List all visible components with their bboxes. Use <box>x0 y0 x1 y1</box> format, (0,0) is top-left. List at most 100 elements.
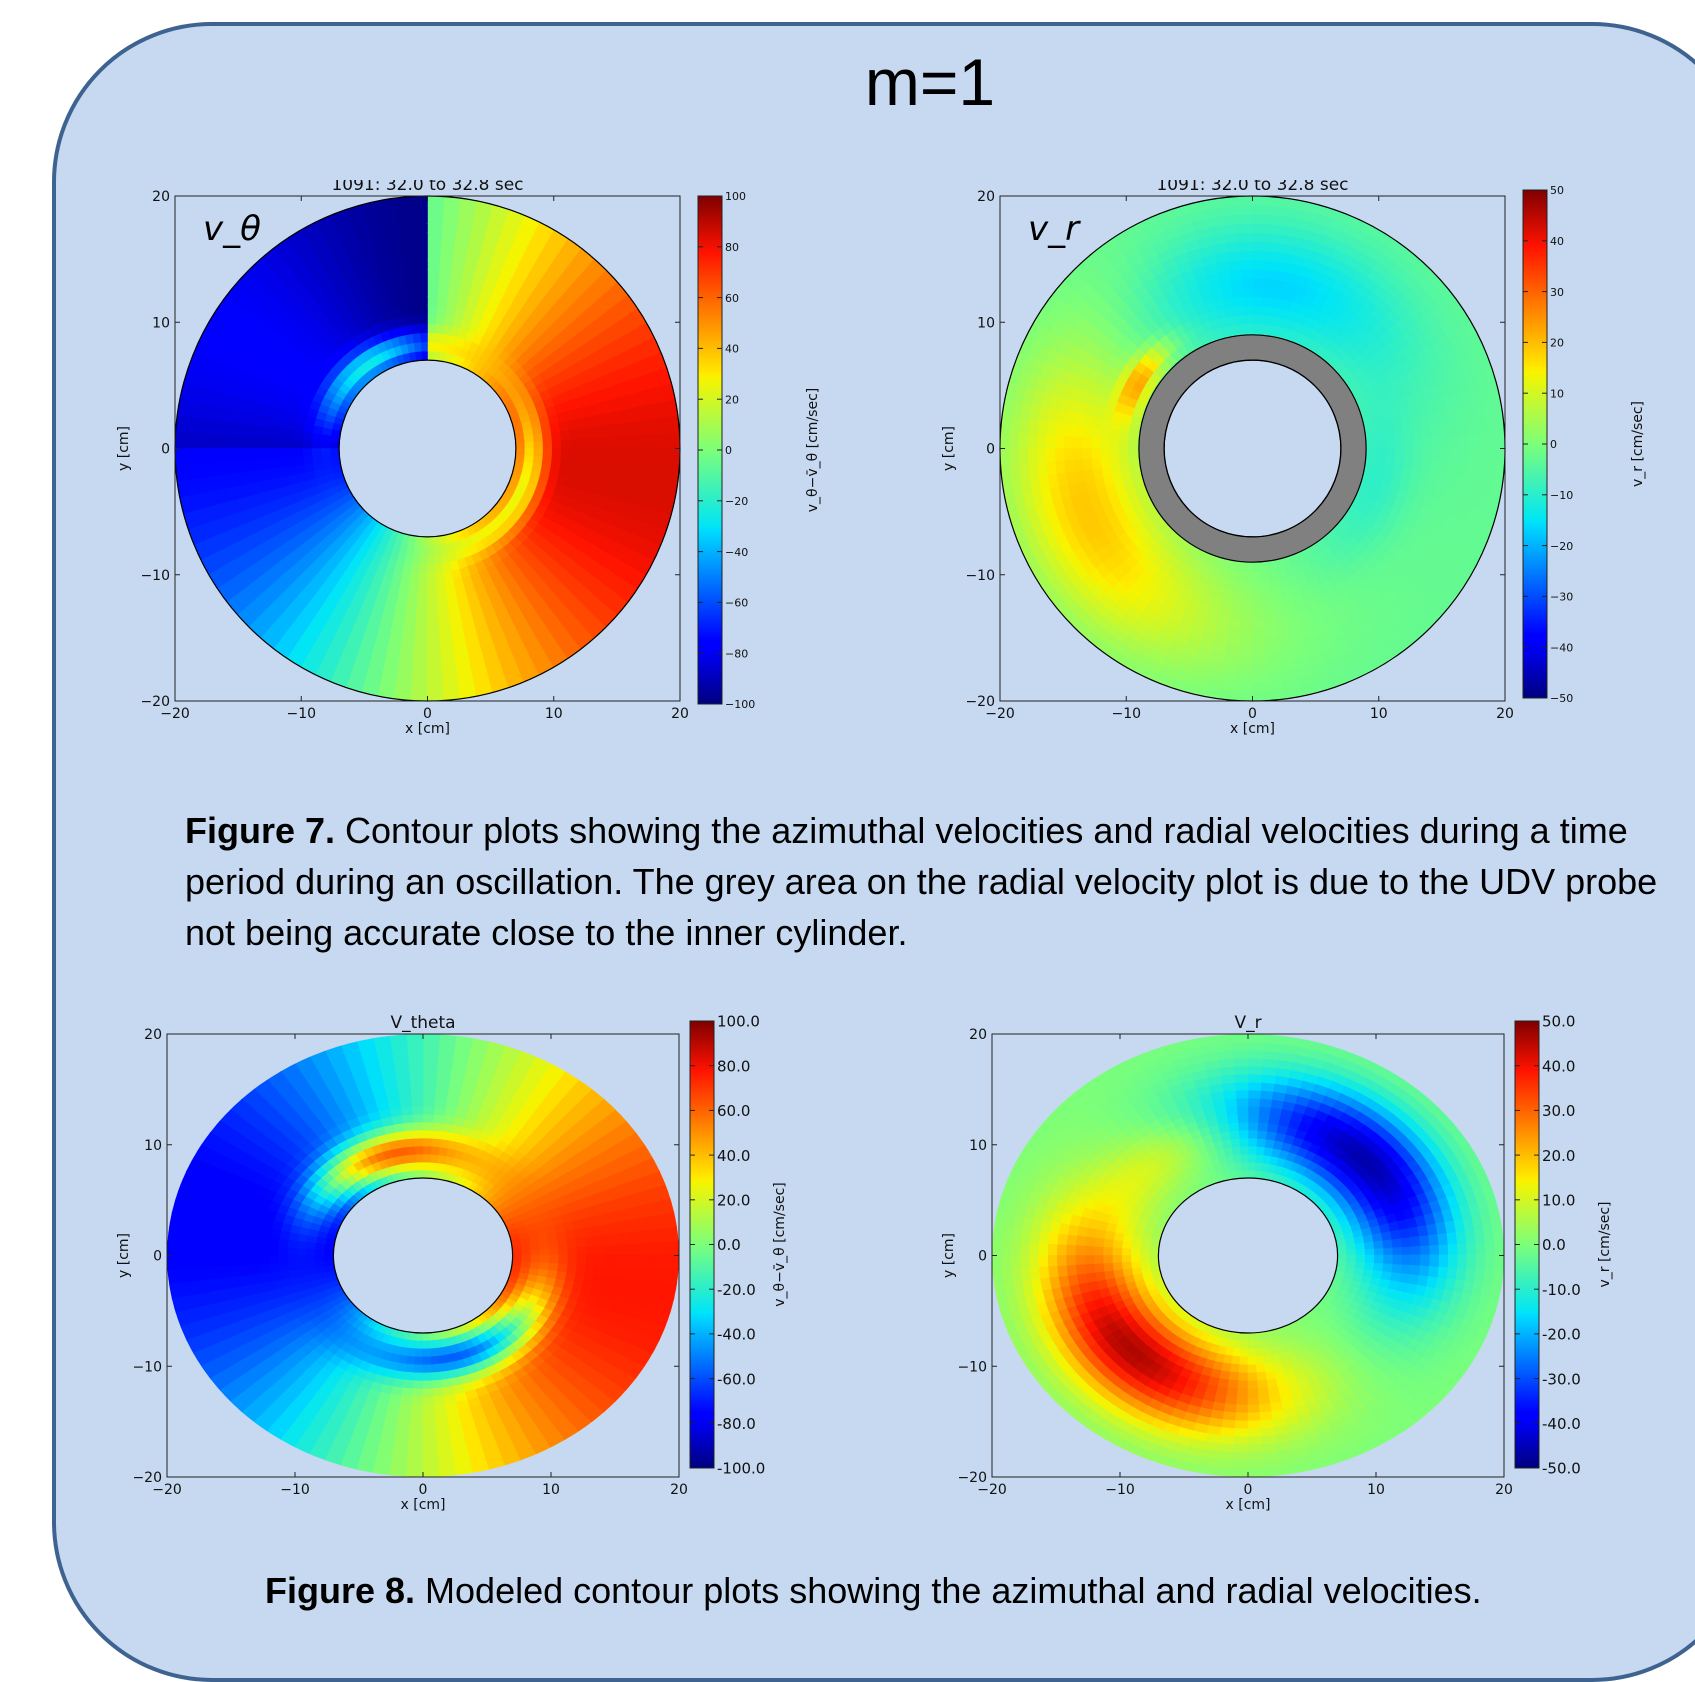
panel-annotation: v_r <box>1028 209 1081 249</box>
figure8-caption-text: Modeled contour plots showing the azimut… <box>415 1570 1482 1611</box>
figure7-caption-label: Figure 7. <box>185 810 335 851</box>
x-tick-label: 20 <box>670 1482 688 1498</box>
y-tick-label: 20 <box>977 189 995 205</box>
y-tick-label: 0 <box>153 1249 162 1265</box>
x-axis-label: x [cm] <box>401 1497 446 1513</box>
x-tick-label: 10 <box>1370 706 1388 722</box>
colorbar-tick-label: -50.0 <box>1542 1460 1581 1478</box>
colorbar-label: v_r [cm/sec] <box>1597 1201 1613 1287</box>
colorbar-tick-label: -40.0 <box>717 1326 756 1344</box>
colorbar-tick-label: 0 <box>1550 438 1557 451</box>
colorbar-tick-label: −50 <box>1550 692 1573 705</box>
colorbar-tick-label: 40 <box>1550 235 1564 248</box>
colorbar-label: v_r [cm/sec] <box>1630 401 1646 487</box>
colorbar-tick-label: 50 <box>1550 184 1564 197</box>
colorbar-tick-label: 40 <box>725 343 739 356</box>
figure7-caption: Figure 7. Contour plots showing the azim… <box>185 805 1675 958</box>
y-axis-label: y [cm] <box>116 1233 132 1278</box>
y-axis-label: y [cm] <box>941 426 957 471</box>
chart-title: 1091: 32.0 to 32.8 sec <box>331 180 523 195</box>
colorbar-tick-label: -40.0 <box>1542 1415 1581 1433</box>
colorbar-tick-label: 10 <box>1550 387 1564 400</box>
figure7-caption-text: Contour plots showing the azimuthal velo… <box>185 810 1657 953</box>
colorbar-tick-label: 20.0 <box>717 1192 750 1210</box>
colorbar-tick-label: −80 <box>725 647 748 660</box>
x-tick-label: −10 <box>280 1482 310 1498</box>
x-axis-label: x [cm] <box>1226 1497 1271 1513</box>
colorbar-tick-label: 60.0 <box>717 1102 750 1120</box>
colorbar-tick-label: -80.0 <box>717 1415 756 1433</box>
colorbar-tick-label: −20 <box>1550 540 1573 553</box>
colorbar-tick-label: -20.0 <box>1542 1326 1581 1344</box>
x-tick-label: −10 <box>286 706 316 722</box>
panel-annotation: v_θ <box>203 209 261 249</box>
x-tick-label: 0 <box>423 706 432 722</box>
figure8-caption: Figure 8. Modeled contour plots showing … <box>265 1565 1685 1616</box>
colorbar-tick-label: 80 <box>725 241 739 254</box>
x-tick-label: 10 <box>542 1482 560 1498</box>
x-tick-label: 20 <box>671 706 689 722</box>
y-tick-label: 0 <box>978 1249 987 1265</box>
colorbar-tick-label: 100.0 <box>717 1013 760 1031</box>
y-tick-label: 0 <box>986 442 995 458</box>
colorbar-tick-label: -60.0 <box>717 1370 756 1388</box>
x-axis-label: x [cm] <box>1230 721 1275 737</box>
colorbar-tick-label: 20 <box>725 393 739 406</box>
colorbar-tick-label: 50.0 <box>1542 1013 1575 1031</box>
colorbar-tick-label: 0 <box>725 444 732 457</box>
x-tick-label: 0 <box>1248 706 1257 722</box>
colorbar-tick-label: 10.0 <box>1542 1192 1575 1210</box>
colorbar-label: v_θ−v̄_θ [cm/sec] <box>772 1182 788 1306</box>
main-title: m=1 <box>0 44 1695 120</box>
colorbar-tick-label: 40.0 <box>1542 1057 1575 1075</box>
colorbar-tick-label: -30.0 <box>1542 1370 1581 1388</box>
y-tick-label: 20 <box>969 1027 987 1043</box>
x-tick-label: −10 <box>1105 1482 1135 1498</box>
y-axis-label: y [cm] <box>116 426 132 471</box>
y-tick-label: 20 <box>144 1027 162 1043</box>
x-tick-label: 20 <box>1495 1482 1513 1498</box>
x-tick-label: 20 <box>1496 706 1514 722</box>
colorbar-tick-label: 40.0 <box>717 1147 750 1165</box>
colorbar-tick-label: −60 <box>725 597 748 610</box>
colorbar-tick-label: 0.0 <box>1542 1236 1566 1254</box>
x-tick-label: 0 <box>1244 1482 1253 1498</box>
y-tick-label: −20 <box>965 694 995 710</box>
y-tick-label: 20 <box>152 189 170 205</box>
colorbar-tick-label: −30 <box>1550 591 1573 604</box>
y-tick-label: 10 <box>977 315 995 331</box>
y-axis-label: y [cm] <box>941 1233 957 1278</box>
y-tick-label: −10 <box>140 568 170 584</box>
colorbar-tick-label: −100 <box>725 698 755 711</box>
colorbar-tick-label: 30.0 <box>1542 1102 1575 1120</box>
y-tick-label: −10 <box>132 1359 162 1375</box>
y-tick-label: 10 <box>152 315 170 331</box>
colorbar-tick-label: −20 <box>725 495 748 508</box>
y-tick-label: 0 <box>161 442 170 458</box>
x-tick-label: 0 <box>419 1482 428 1498</box>
y-tick-label: −20 <box>132 1470 162 1486</box>
x-axis-label: x [cm] <box>405 721 450 737</box>
colorbar-tick-label: -10.0 <box>1542 1281 1581 1299</box>
x-tick-label: 10 <box>545 706 563 722</box>
colorbar-tick-label: 30 <box>1550 286 1564 299</box>
colorbar-tick-label: −40 <box>1550 641 1573 654</box>
chart-title: 1091: 32.0 to 32.8 sec <box>1156 180 1348 195</box>
colorbar-label: v_θ−v̄_θ [cm/sec] <box>805 388 821 512</box>
colorbar-tick-label: -100.0 <box>717 1460 765 1478</box>
colorbar-tick-label: 60 <box>725 292 739 305</box>
colorbar-tick-label: −10 <box>1550 489 1573 502</box>
colorbar-tick-label: −40 <box>725 546 748 559</box>
figure8-caption-label: Figure 8. <box>265 1570 415 1611</box>
x-tick-label: 10 <box>1367 1482 1385 1498</box>
y-tick-label: −20 <box>140 694 170 710</box>
chart-title: V_theta <box>390 1013 455 1033</box>
y-tick-label: −20 <box>957 1470 987 1486</box>
colorbar-tick-label: 20 <box>1550 337 1564 350</box>
colorbar-tick-label: 20.0 <box>1542 1147 1575 1165</box>
colorbar-tick-label: 80.0 <box>717 1057 750 1075</box>
